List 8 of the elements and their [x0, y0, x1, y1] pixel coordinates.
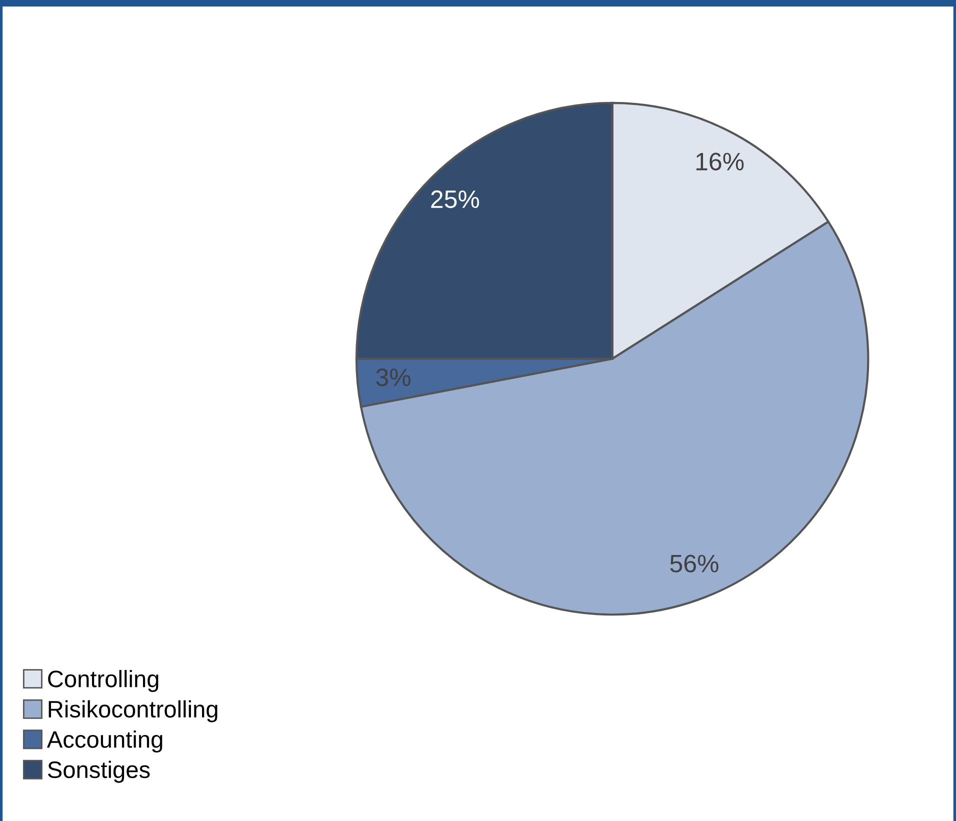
legend-label: Sonstiges	[48, 760, 150, 783]
data-label: 56%	[670, 554, 718, 572]
data-label: 16%	[696, 152, 744, 170]
legend-label: Controlling	[48, 670, 158, 692]
data-label: 3%	[376, 368, 410, 386]
legend-label: Accounting	[46, 730, 162, 753]
data-label: 25%	[431, 190, 480, 208]
legend-label: Risikocontrolling	[48, 700, 218, 722]
